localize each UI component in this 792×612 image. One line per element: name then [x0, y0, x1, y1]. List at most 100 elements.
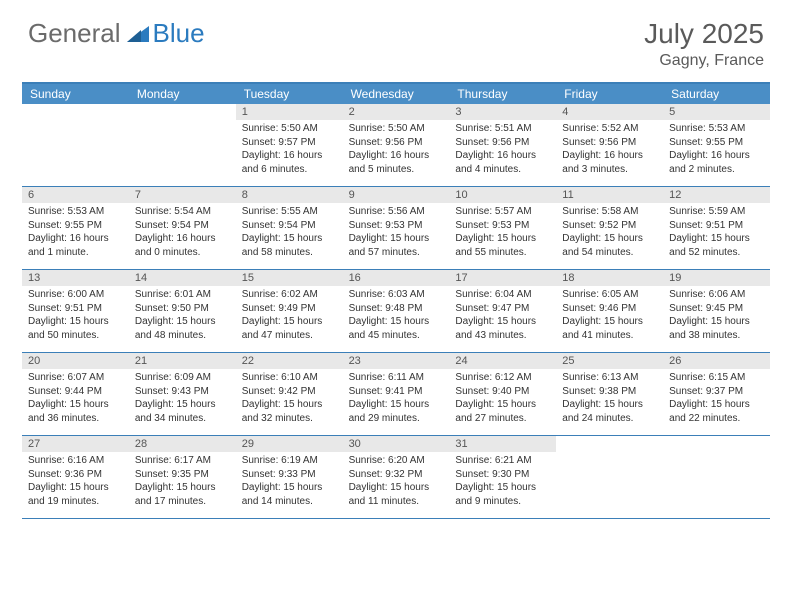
- day-number: 13: [22, 270, 129, 286]
- day-header: Wednesday: [343, 84, 450, 104]
- day-number: 7: [129, 187, 236, 203]
- day-info: Sunrise: 5:57 AMSunset: 9:53 PMDaylight:…: [449, 203, 556, 263]
- day-number: 19: [663, 270, 770, 286]
- day-info: Sunrise: 6:04 AMSunset: 9:47 PMDaylight:…: [449, 286, 556, 346]
- day-cell: 18Sunrise: 6:05 AMSunset: 9:46 PMDayligh…: [556, 270, 663, 352]
- day-number: 28: [129, 436, 236, 452]
- day-number: 24: [449, 353, 556, 369]
- day-cell: 17Sunrise: 6:04 AMSunset: 9:47 PMDayligh…: [449, 270, 556, 352]
- day-info: Sunrise: 5:53 AMSunset: 9:55 PMDaylight:…: [663, 120, 770, 180]
- day-header: Monday: [129, 84, 236, 104]
- day-info: Sunrise: 6:07 AMSunset: 9:44 PMDaylight:…: [22, 369, 129, 429]
- day-cell: 26Sunrise: 6:15 AMSunset: 9:37 PMDayligh…: [663, 353, 770, 435]
- day-number: 2: [343, 104, 450, 120]
- day-headers-row: SundayMondayTuesdayWednesdayThursdayFrid…: [22, 84, 770, 104]
- day-info: Sunrise: 6:00 AMSunset: 9:51 PMDaylight:…: [22, 286, 129, 346]
- day-cell: 9Sunrise: 5:56 AMSunset: 9:53 PMDaylight…: [343, 187, 450, 269]
- title-block: July 2025 Gagny, France: [644, 18, 764, 70]
- day-info: Sunrise: 6:03 AMSunset: 9:48 PMDaylight:…: [343, 286, 450, 346]
- empty-cell: ..: [22, 104, 129, 186]
- day-cell: 28Sunrise: 6:17 AMSunset: 9:35 PMDayligh…: [129, 436, 236, 518]
- day-info: Sunrise: 5:59 AMSunset: 9:51 PMDaylight:…: [663, 203, 770, 263]
- day-cell: 1Sunrise: 5:50 AMSunset: 9:57 PMDaylight…: [236, 104, 343, 186]
- day-number: 26: [663, 353, 770, 369]
- day-cell: 3Sunrise: 5:51 AMSunset: 9:56 PMDaylight…: [449, 104, 556, 186]
- day-info: Sunrise: 6:05 AMSunset: 9:46 PMDaylight:…: [556, 286, 663, 346]
- day-number: 12: [663, 187, 770, 203]
- month-title: July 2025: [644, 18, 764, 50]
- day-cell: 13Sunrise: 6:00 AMSunset: 9:51 PMDayligh…: [22, 270, 129, 352]
- day-info: Sunrise: 6:01 AMSunset: 9:50 PMDaylight:…: [129, 286, 236, 346]
- day-cell: 27Sunrise: 6:16 AMSunset: 9:36 PMDayligh…: [22, 436, 129, 518]
- day-number: 27: [22, 436, 129, 452]
- week-row: 27Sunrise: 6:16 AMSunset: 9:36 PMDayligh…: [22, 436, 770, 519]
- day-header: Saturday: [663, 84, 770, 104]
- day-cell: 5Sunrise: 5:53 AMSunset: 9:55 PMDaylight…: [663, 104, 770, 186]
- day-info: Sunrise: 6:11 AMSunset: 9:41 PMDaylight:…: [343, 369, 450, 429]
- day-number: 21: [129, 353, 236, 369]
- day-cell: 25Sunrise: 6:13 AMSunset: 9:38 PMDayligh…: [556, 353, 663, 435]
- day-cell: 20Sunrise: 6:07 AMSunset: 9:44 PMDayligh…: [22, 353, 129, 435]
- day-cell: 8Sunrise: 5:55 AMSunset: 9:54 PMDaylight…: [236, 187, 343, 269]
- logo-text-general: General: [28, 18, 121, 49]
- logo: General Blue: [28, 18, 205, 49]
- empty-cell: ..: [129, 104, 236, 186]
- day-info: Sunrise: 6:21 AMSunset: 9:30 PMDaylight:…: [449, 452, 556, 512]
- day-cell: 12Sunrise: 5:59 AMSunset: 9:51 PMDayligh…: [663, 187, 770, 269]
- day-number: 15: [236, 270, 343, 286]
- day-info: Sunrise: 6:10 AMSunset: 9:42 PMDaylight:…: [236, 369, 343, 429]
- day-number: 5: [663, 104, 770, 120]
- day-number: 30: [343, 436, 450, 452]
- day-info: Sunrise: 5:56 AMSunset: 9:53 PMDaylight:…: [343, 203, 450, 263]
- day-info: Sunrise: 6:17 AMSunset: 9:35 PMDaylight:…: [129, 452, 236, 512]
- day-info: Sunrise: 6:20 AMSunset: 9:32 PMDaylight:…: [343, 452, 450, 512]
- week-row: 6Sunrise: 5:53 AMSunset: 9:55 PMDaylight…: [22, 187, 770, 270]
- day-info: Sunrise: 6:02 AMSunset: 9:49 PMDaylight:…: [236, 286, 343, 346]
- day-info: Sunrise: 5:53 AMSunset: 9:55 PMDaylight:…: [22, 203, 129, 263]
- day-info: Sunrise: 5:50 AMSunset: 9:57 PMDaylight:…: [236, 120, 343, 180]
- day-number: 14: [129, 270, 236, 286]
- calendar: SundayMondayTuesdayWednesdayThursdayFrid…: [22, 82, 770, 519]
- day-info: Sunrise: 5:54 AMSunset: 9:54 PMDaylight:…: [129, 203, 236, 263]
- day-cell: 14Sunrise: 6:01 AMSunset: 9:50 PMDayligh…: [129, 270, 236, 352]
- empty-cell: ..: [663, 436, 770, 518]
- day-info: Sunrise: 5:58 AMSunset: 9:52 PMDaylight:…: [556, 203, 663, 263]
- day-number: 25: [556, 353, 663, 369]
- day-cell: 30Sunrise: 6:20 AMSunset: 9:32 PMDayligh…: [343, 436, 450, 518]
- week-row: 13Sunrise: 6:00 AMSunset: 9:51 PMDayligh…: [22, 270, 770, 353]
- day-header: Friday: [556, 84, 663, 104]
- day-number: 6: [22, 187, 129, 203]
- day-cell: 22Sunrise: 6:10 AMSunset: 9:42 PMDayligh…: [236, 353, 343, 435]
- week-row: 20Sunrise: 6:07 AMSunset: 9:44 PMDayligh…: [22, 353, 770, 436]
- day-cell: 2Sunrise: 5:50 AMSunset: 9:56 PMDaylight…: [343, 104, 450, 186]
- day-number: 29: [236, 436, 343, 452]
- day-number: 20: [22, 353, 129, 369]
- week-row: ....1Sunrise: 5:50 AMSunset: 9:57 PMDayl…: [22, 104, 770, 187]
- day-cell: 6Sunrise: 5:53 AMSunset: 9:55 PMDaylight…: [22, 187, 129, 269]
- day-cell: 31Sunrise: 6:21 AMSunset: 9:30 PMDayligh…: [449, 436, 556, 518]
- day-number: 9: [343, 187, 450, 203]
- day-info: Sunrise: 6:12 AMSunset: 9:40 PMDaylight:…: [449, 369, 556, 429]
- day-number: 17: [449, 270, 556, 286]
- day-cell: 4Sunrise: 5:52 AMSunset: 9:56 PMDaylight…: [556, 104, 663, 186]
- day-number: 23: [343, 353, 450, 369]
- day-number: 16: [343, 270, 450, 286]
- day-cell: 16Sunrise: 6:03 AMSunset: 9:48 PMDayligh…: [343, 270, 450, 352]
- day-number: 31: [449, 436, 556, 452]
- day-cell: 21Sunrise: 6:09 AMSunset: 9:43 PMDayligh…: [129, 353, 236, 435]
- day-info: Sunrise: 6:19 AMSunset: 9:33 PMDaylight:…: [236, 452, 343, 512]
- day-cell: 19Sunrise: 6:06 AMSunset: 9:45 PMDayligh…: [663, 270, 770, 352]
- day-info: Sunrise: 5:55 AMSunset: 9:54 PMDaylight:…: [236, 203, 343, 263]
- logo-text-blue: Blue: [153, 18, 205, 49]
- day-cell: 29Sunrise: 6:19 AMSunset: 9:33 PMDayligh…: [236, 436, 343, 518]
- day-cell: 23Sunrise: 6:11 AMSunset: 9:41 PMDayligh…: [343, 353, 450, 435]
- day-number: 10: [449, 187, 556, 203]
- day-number: 8: [236, 187, 343, 203]
- day-header: Thursday: [449, 84, 556, 104]
- day-number: 18: [556, 270, 663, 286]
- day-info: Sunrise: 5:50 AMSunset: 9:56 PMDaylight:…: [343, 120, 450, 180]
- day-cell: 10Sunrise: 5:57 AMSunset: 9:53 PMDayligh…: [449, 187, 556, 269]
- day-info: Sunrise: 5:52 AMSunset: 9:56 PMDaylight:…: [556, 120, 663, 180]
- day-cell: 24Sunrise: 6:12 AMSunset: 9:40 PMDayligh…: [449, 353, 556, 435]
- day-cell: 15Sunrise: 6:02 AMSunset: 9:49 PMDayligh…: [236, 270, 343, 352]
